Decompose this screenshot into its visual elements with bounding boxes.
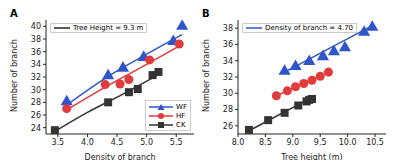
svg-text:Number of branch: Number of branch [202, 39, 211, 112]
html-text:HF: HF [176, 111, 186, 120]
svg-text:4.5: 4.5 [111, 138, 124, 147]
svg-text:30: 30 [223, 89, 233, 98]
html-text:WF: WF [176, 102, 187, 111]
svg-text:40: 40 [31, 22, 41, 31]
svg-text:36: 36 [31, 48, 41, 57]
svg-text:8.0: 8.0 [232, 138, 245, 147]
svg-text:28: 28 [223, 105, 233, 114]
svg-text:30: 30 [31, 86, 41, 95]
svg-text:5.0: 5.0 [140, 138, 153, 147]
svg-text:36: 36 [223, 40, 233, 49]
svg-text:38: 38 [31, 35, 41, 44]
svg-text:3.5: 3.5 [51, 138, 64, 147]
svg-text:Number of branch: Number of branch [10, 39, 19, 112]
svg-text:10.0: 10.0 [339, 138, 357, 147]
html-text:Density of branch = 4.70: Density of branch = 4.70 [265, 24, 353, 32]
svg-text:34: 34 [31, 60, 41, 69]
svg-text:34: 34 [223, 57, 233, 66]
svg-text:10.5: 10.5 [366, 138, 384, 147]
svg-text:26: 26 [223, 122, 233, 131]
svg-text:24: 24 [31, 124, 41, 133]
html-text:B: B [202, 8, 210, 19]
html-text:CK: CK [176, 120, 186, 129]
svg-text:32: 32 [223, 73, 233, 82]
html-text:A: A [10, 8, 18, 19]
svg-text:28: 28 [31, 98, 41, 107]
svg-text:Density of branch: Density of branch [84, 153, 155, 160]
svg-text:5.5: 5.5 [170, 138, 183, 147]
svg-text:4.0: 4.0 [81, 138, 94, 147]
svg-text:32: 32 [31, 73, 41, 82]
svg-text:8.5: 8.5 [259, 138, 272, 147]
html-text:Tree Height = 9.3 m: Tree Height = 9.3 m [73, 24, 144, 32]
svg-text:Tree height (m): Tree height (m) [280, 153, 342, 160]
svg-text:38: 38 [223, 24, 233, 33]
svg-text:9.0: 9.0 [286, 138, 299, 147]
svg-text:9.5: 9.5 [314, 138, 327, 147]
svg-text:26: 26 [31, 111, 41, 120]
